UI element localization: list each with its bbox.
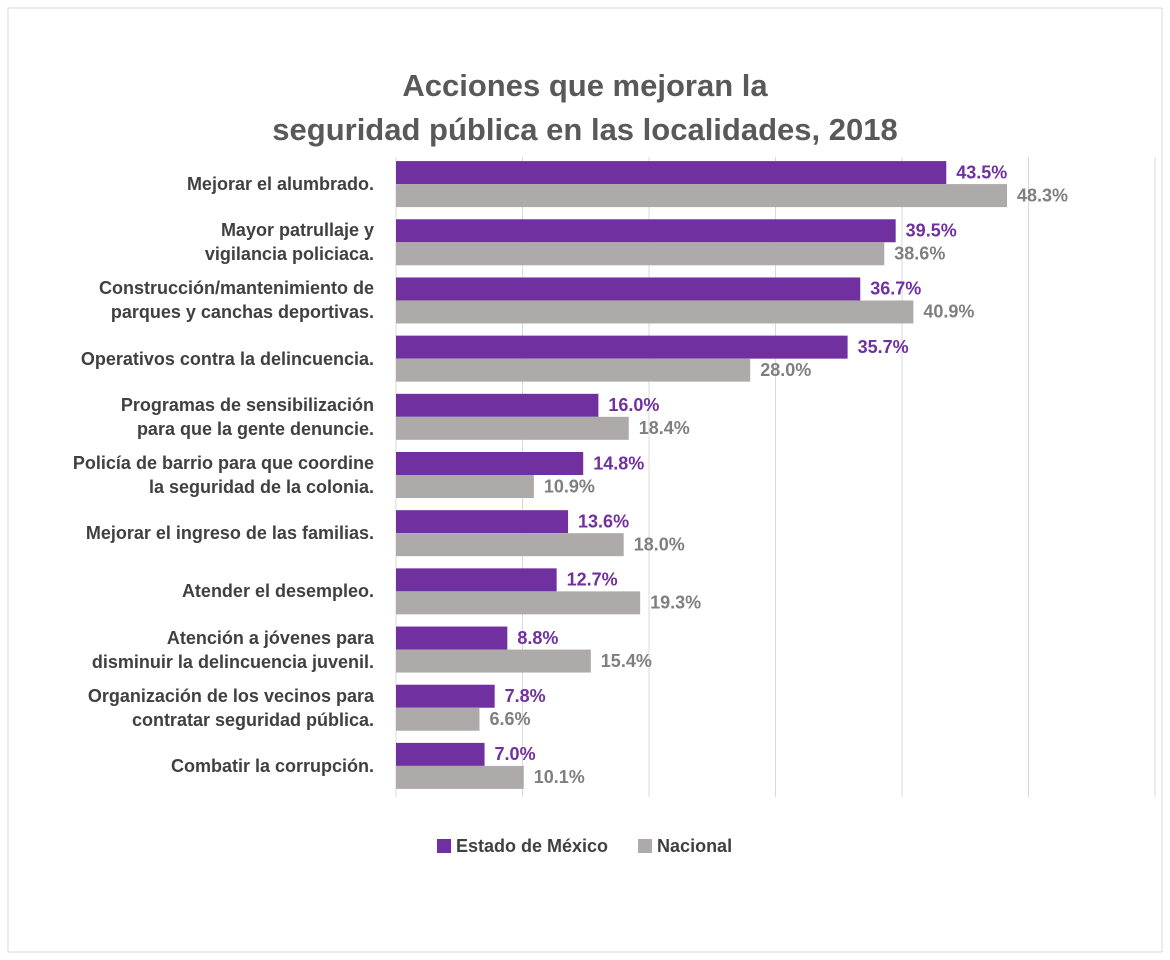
bar bbox=[396, 358, 751, 382]
value-label: 10.1% bbox=[534, 767, 585, 787]
value-label: 16.0% bbox=[608, 395, 659, 415]
value-label: 19.3% bbox=[650, 593, 701, 613]
value-label: 8.8% bbox=[517, 628, 558, 648]
value-label: 15.4% bbox=[601, 651, 652, 671]
value-label: 6.6% bbox=[489, 709, 530, 729]
bar bbox=[396, 626, 508, 650]
legend-label: Nacional bbox=[657, 836, 732, 856]
value-label: 7.8% bbox=[505, 686, 546, 706]
bar bbox=[396, 742, 485, 766]
bar bbox=[396, 219, 896, 243]
y-tick-label: Combatir la corrupción. bbox=[170, 755, 374, 776]
bar bbox=[396, 452, 584, 475]
value-label: 18.4% bbox=[639, 418, 690, 438]
value-label: 13.6% bbox=[578, 511, 629, 531]
legend-swatch bbox=[437, 839, 451, 853]
value-label: 38.6% bbox=[894, 244, 945, 264]
legend-label: Estado de México bbox=[456, 836, 608, 856]
bar bbox=[396, 568, 557, 592]
legend-swatch bbox=[638, 839, 653, 853]
value-label: 12.7% bbox=[567, 570, 618, 590]
value-label: 40.9% bbox=[923, 302, 974, 322]
chart-title: Acciones que mejoran la seguridad públic… bbox=[272, 68, 898, 147]
bar bbox=[396, 684, 495, 708]
value-label: 39.5% bbox=[906, 221, 957, 241]
y-tick-label: Operativos contra la delincuencia. bbox=[80, 348, 374, 369]
y-tick-label: Mejorar el ingreso de las familias. bbox=[85, 523, 374, 544]
bar bbox=[396, 707, 480, 731]
bar bbox=[396, 416, 629, 440]
value-label: 48.3% bbox=[1017, 185, 1068, 205]
bar bbox=[396, 277, 861, 301]
value-label: 28.0% bbox=[760, 360, 811, 380]
bar bbox=[396, 393, 599, 417]
bar bbox=[396, 533, 624, 557]
bar bbox=[396, 184, 1007, 208]
y-tick-label: Atender el desempleo. bbox=[181, 581, 374, 602]
value-label: 43.5% bbox=[956, 162, 1007, 182]
bar bbox=[396, 591, 641, 615]
y-tick-label: Construcción/mantenimiento de parques y … bbox=[98, 278, 374, 323]
bar bbox=[396, 161, 947, 185]
y-tick-label: Mejorar el alumbrado. bbox=[186, 174, 374, 195]
y-tick-label: Programas de sensibilización para que la… bbox=[120, 394, 374, 439]
y-tick-label: Mayor patrullaje y vigilancia policiaca. bbox=[204, 220, 374, 265]
bar bbox=[396, 510, 569, 534]
value-label: 36.7% bbox=[870, 279, 921, 299]
bar bbox=[396, 335, 848, 359]
bar bbox=[396, 765, 524, 789]
y-tick-label: Organización de los vecinos para contrat… bbox=[87, 685, 374, 730]
value-label: 14.8% bbox=[593, 453, 644, 473]
value-label: 7.0% bbox=[495, 744, 536, 764]
bar bbox=[396, 649, 591, 673]
y-tick-label: Atención a jóvenes para disminuir la del… bbox=[91, 627, 374, 672]
value-label: 35.7% bbox=[858, 337, 909, 357]
bar bbox=[396, 242, 885, 266]
value-label: 18.0% bbox=[634, 534, 685, 554]
bar bbox=[396, 475, 534, 498]
value-label: 10.9% bbox=[544, 476, 595, 496]
bar bbox=[396, 300, 914, 324]
y-tick-label: Policía de barrio para que coordine la s… bbox=[72, 453, 374, 497]
